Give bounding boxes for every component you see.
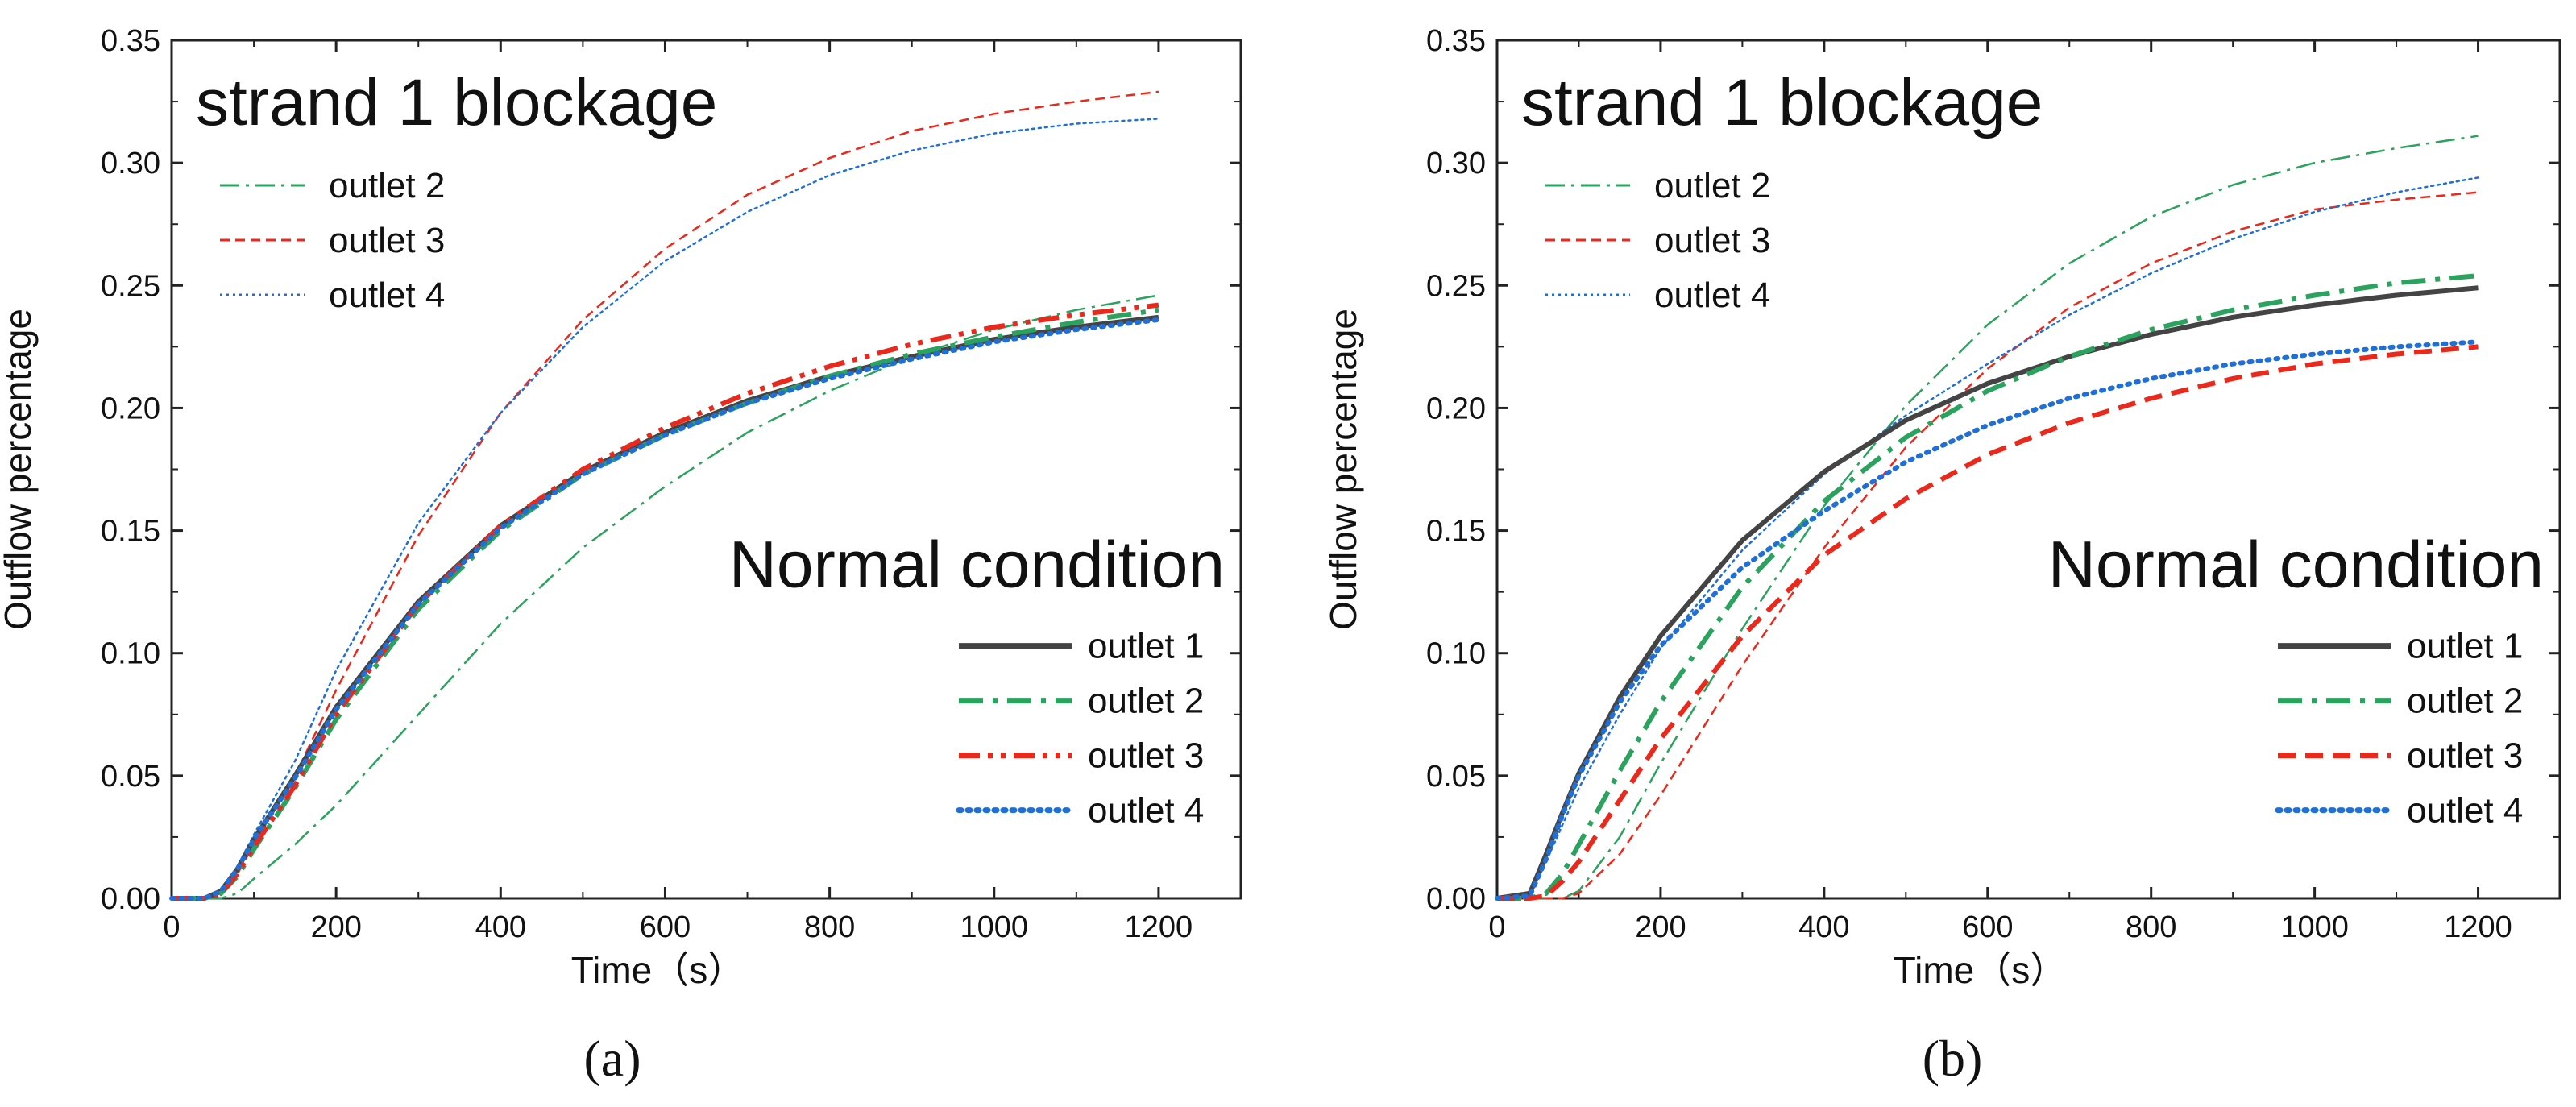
y-tick-label: 0.15: [1426, 515, 1486, 549]
blockage-series-line-outlet-3: [172, 90, 1159, 900]
normal-series-line-outlet-4: [169, 317, 1161, 901]
normal-series-line-outlet-2: [1497, 273, 2479, 901]
legend-label-normal: outlet 4: [2407, 791, 2523, 831]
y-tick-label: 0.35: [101, 24, 160, 58]
panel-label: (b): [1923, 1030, 1983, 1087]
legend-label-blockage: outlet 2: [1654, 166, 1770, 205]
legend-label-normal: outlet 2: [1088, 682, 1204, 721]
normal-series-line-outlet-4: [1495, 339, 2481, 901]
x-tick-label: 400: [1798, 910, 1849, 944]
blockage-series-line-outlet-4: [1495, 176, 2479, 900]
x-tick-label: 600: [1962, 910, 2013, 944]
x-tick-label: 1000: [960, 910, 1028, 944]
y-tick-label: 0.10: [101, 637, 160, 671]
x-tick-label: 1000: [2280, 910, 2349, 944]
legend-label-normal: outlet 3: [1088, 736, 1204, 776]
x-tick-label: 200: [310, 910, 361, 944]
annotation-strand-blockage: strand 1 blockage: [196, 66, 717, 139]
y-tick-label: 0.20: [1426, 392, 1486, 425]
legend-label-blockage: outlet 2: [329, 166, 445, 205]
panel-b: 0 200 400 600 800 1000 1200 0.00 0.05 0.10 0.15 0.2…: [1322, 24, 2561, 1087]
panel-label: (a): [583, 1030, 641, 1087]
x-tick-label: 600: [640, 910, 691, 944]
y-tick-label: 0.25: [1426, 269, 1486, 303]
legend-label-normal: outlet 4: [1088, 791, 1204, 831]
normal-series-line-outlet-3: [1497, 344, 2479, 901]
annotation-normal-condition: Normal condition: [729, 529, 1225, 602]
legend-label-normal: outlet 1: [1088, 627, 1204, 666]
legend-label-normal: outlet 1: [2407, 627, 2523, 666]
x-axis-label: Time（s）: [1894, 949, 2068, 991]
x-tick-label: 1200: [1125, 910, 1193, 944]
legend-label-blockage: outlet 4: [329, 276, 445, 315]
legend-label-normal: outlet 3: [2407, 736, 2523, 776]
y-tick-label: 0.25: [101, 269, 160, 303]
blockage-series-line-outlet-3: [1497, 191, 2479, 900]
y-tick-label: 0.20: [101, 392, 160, 425]
legend-label-blockage: outlet 3: [329, 221, 445, 260]
y-tick-label: 0.05: [101, 760, 160, 794]
y-tick-label: 0.10: [1426, 637, 1486, 671]
x-tick-label: 1200: [2444, 910, 2512, 944]
blockage-series-line-outlet-2: [1497, 135, 2479, 900]
blockage-series-line-outlet-4: [170, 118, 1160, 900]
panel-a: 0 200 400 600 800 1000 1200 0.00 0.05 0.10 0.15 0.2…: [0, 24, 1242, 1087]
y-tick-label: 0.00: [1426, 882, 1486, 916]
annotation-strand-blockage: strand 1 blockage: [1521, 66, 2043, 139]
y-tick-label: 0.05: [1426, 760, 1486, 794]
x-tick-label: 0: [163, 910, 180, 944]
x-tick-label: 800: [804, 910, 855, 944]
y-tick-label: 0.30: [101, 147, 160, 180]
y-tick-label: 0.15: [101, 515, 160, 549]
annotation-normal-condition: Normal condition: [2048, 529, 2544, 602]
x-axis-label: Time（s）: [571, 949, 745, 991]
x-tick-label: 200: [1635, 910, 1686, 944]
x-tick-label: 0: [1488, 910, 1505, 944]
normal-series-line-outlet-3: [172, 302, 1159, 901]
x-tick-label: 400: [475, 910, 526, 944]
y-tick-label: 0.35: [1426, 24, 1486, 58]
y-axis-label: Outflow percentage: [0, 309, 39, 630]
x-tick-label: 800: [2126, 910, 2176, 944]
y-axis-label: Outflow percentage: [1322, 309, 1364, 630]
y-tick-label: 0.30: [1426, 147, 1486, 180]
legend-label-blockage: outlet 4: [1654, 276, 1770, 315]
legend-label-blockage: outlet 3: [1654, 221, 1770, 260]
y-tick-label: 0.00: [101, 882, 160, 916]
legend-label-normal: outlet 2: [2407, 682, 2523, 721]
